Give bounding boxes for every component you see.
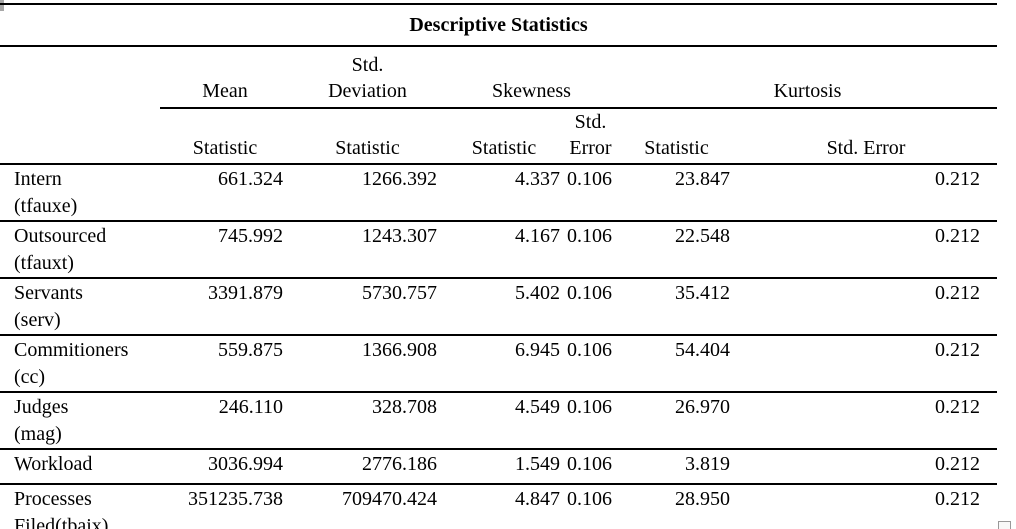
cell-mean: 246.110 (160, 392, 290, 450)
group-header-mean: Mean (160, 46, 290, 109)
table-resize-handle-icon[interactable] (998, 521, 1011, 529)
cell-skew-statistic: 4.337 (445, 164, 563, 222)
cell-kurt-statistic: 26.970 (618, 392, 735, 450)
cell-kurt-std-error: 0.212 (735, 335, 998, 393)
cell-skew-statistic: 4.549 (445, 392, 563, 450)
sub-header-mean-statistic: Statistic (160, 108, 290, 165)
cell-kurt-std-error: 0.212 (735, 221, 998, 279)
table-title-row: Descriptive Statistics (0, 3, 998, 47)
table-row: Servants (serv) 3391.879 5730.757 5.402 … (0, 278, 998, 336)
cell-skew-statistic: 1.549 (445, 449, 563, 485)
group-header-empty (0, 46, 160, 108)
cell-skew-statistic: 5.402 (445, 278, 563, 336)
group-header-row: Mean Std. Deviation Skewness Kurtosis (0, 46, 998, 109)
group-header-std-deviation: Std. Deviation (290, 46, 445, 109)
group-header-kurtosis: Kurtosis (618, 46, 998, 109)
sub-header-skew-std-error: Std. Error (563, 108, 618, 165)
cell-mean: 3036.994 (160, 449, 290, 485)
cell-skew-std-error: 0.106 (563, 335, 618, 393)
cell-skew-statistic: 6.945 (445, 335, 563, 393)
group-header-skewness: Skewness (445, 46, 618, 109)
sub-header-std-dev-statistic: Statistic (290, 108, 445, 165)
cell-std-deviation: 2776.186 (290, 449, 445, 485)
cell-skew-std-error: 0.106 (563, 392, 618, 450)
table-row: Outsourced (tfauxt) 745.992 1243.307 4.1… (0, 221, 998, 279)
sub-header-row: Statistic Statistic Statistic Std. Error… (0, 108, 998, 165)
descriptive-statistics-table: Descriptive Statistics Mean Std. Deviati… (0, 3, 998, 529)
row-label: Processes Filed(tbaix) (0, 484, 160, 529)
row-label: Judges (mag) (0, 392, 160, 450)
cell-kurt-std-error: 0.212 (735, 484, 998, 529)
table-title: Descriptive Statistics (0, 3, 998, 47)
sub-header-kurt-statistic: Statistic (618, 108, 735, 165)
cell-std-deviation: 5730.757 (290, 278, 445, 336)
cell-skew-std-error: 0.106 (563, 164, 618, 222)
cell-std-deviation: 709470.424 (290, 484, 445, 529)
cell-kurt-statistic: 54.404 (618, 335, 735, 393)
sub-header-empty (0, 108, 160, 165)
cell-std-deviation: 328.708 (290, 392, 445, 450)
cell-skew-std-error: 0.106 (563, 278, 618, 336)
cell-kurt-statistic: 3.819 (618, 449, 735, 485)
sub-header-kurt-std-error: Std. Error (735, 108, 998, 165)
row-label: Servants (serv) (0, 278, 160, 336)
row-label: Commitioners (cc) (0, 335, 160, 393)
cell-kurt-statistic: 35.412 (618, 278, 735, 336)
cell-skew-std-error: 0.106 (563, 484, 618, 529)
row-label: Intern (tfauxe) (0, 164, 160, 222)
cell-skew-std-error: 0.106 (563, 449, 618, 485)
cell-skew-statistic: 4.167 (445, 221, 563, 279)
cell-std-deviation: 1243.307 (290, 221, 445, 279)
sub-header-skew-statistic: Statistic (445, 108, 563, 165)
row-label: Outsourced (tfauxt) (0, 221, 160, 279)
cell-kurt-statistic: 28.950 (618, 484, 735, 529)
table-row: Commitioners (cc) 559.875 1366.908 6.945… (0, 335, 998, 393)
cell-kurt-std-error: 0.212 (735, 449, 998, 485)
cell-kurt-statistic: 23.847 (618, 164, 735, 222)
table-row: Workload 3036.994 2776.186 1.549 0.106 3… (0, 449, 998, 485)
cell-kurt-statistic: 22.548 (618, 221, 735, 279)
cell-kurt-std-error: 0.212 (735, 392, 998, 450)
row-label: Workload (0, 449, 160, 485)
cell-mean: 559.875 (160, 335, 290, 393)
table-row: Judges (mag) 246.110 328.708 4.549 0.106… (0, 392, 998, 450)
cell-kurt-std-error: 0.212 (735, 278, 998, 336)
cell-mean: 351235.738 (160, 484, 290, 529)
cell-mean: 3391.879 (160, 278, 290, 336)
cell-kurt-std-error: 0.212 (735, 164, 998, 222)
cell-mean: 745.992 (160, 221, 290, 279)
table-row: Intern (tfauxe) 661.324 1266.392 4.337 0… (0, 164, 998, 222)
cell-skew-std-error: 0.106 (563, 221, 618, 279)
table-row: Processes Filed(tbaix) 351235.738 709470… (0, 484, 998, 529)
cell-std-deviation: 1366.908 (290, 335, 445, 393)
cell-skew-statistic: 4.847 (445, 484, 563, 529)
cell-std-deviation: 1266.392 (290, 164, 445, 222)
cell-mean: 661.324 (160, 164, 290, 222)
